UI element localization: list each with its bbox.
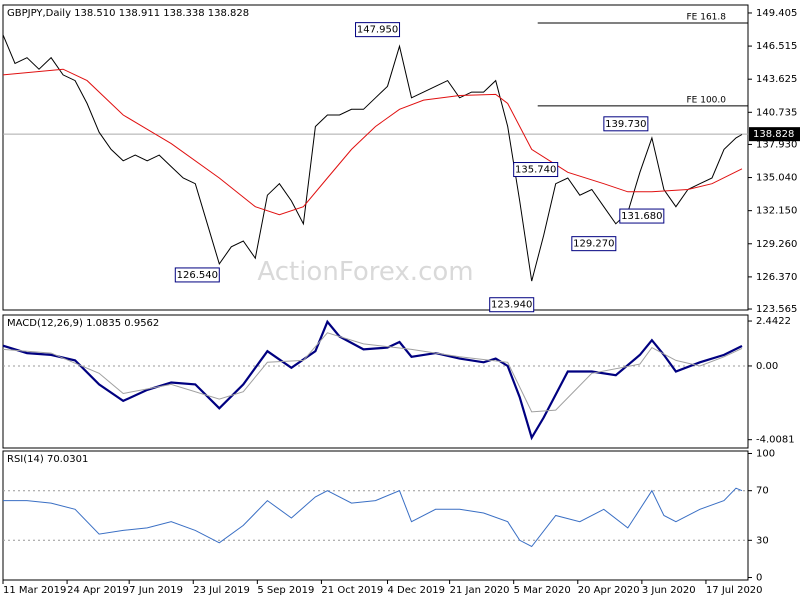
- series-line: [3, 487, 743, 548]
- y-tick-label: 132.150: [756, 206, 797, 217]
- x-tick-label: 5 Mar 2020: [514, 585, 571, 596]
- y-tick-label: 137.930: [756, 139, 797, 150]
- price-annotation: 129.270: [573, 239, 614, 250]
- price-annotation-box: [571, 236, 617, 252]
- y-tick-label: 123.565: [756, 304, 797, 315]
- price-annotation: 123.940: [491, 300, 532, 311]
- current-price-tag: [749, 127, 800, 142]
- y-tick-label: 100: [756, 448, 775, 459]
- y-tick-label: 146.515: [756, 41, 797, 52]
- y-tick-label: 149.405: [756, 8, 797, 19]
- price-annotation-box: [513, 162, 559, 178]
- y-tick-label: 129.260: [756, 239, 797, 250]
- price-annotation: 147.950: [357, 25, 398, 36]
- x-tick-label: 11 Mar 2019: [3, 585, 66, 596]
- x-tick-label: 5 Sep 2019: [257, 585, 314, 596]
- y-tick-label: 30: [756, 535, 769, 546]
- y-tick-label: 0.00: [756, 361, 778, 372]
- y-tick-label: 70: [756, 486, 769, 497]
- y-tick-label: -4.0081: [756, 435, 795, 446]
- panel-border: [2, 314, 749, 449]
- watermark: ActionForex.com: [257, 257, 473, 287]
- series-line: [2, 332, 743, 413]
- current-price-label: 138.828: [753, 129, 794, 140]
- x-tick-label: 4 Dec 2019: [388, 585, 446, 596]
- x-tick-label: 17 Jul 2020: [706, 585, 763, 596]
- price-annotation: 135.740: [515, 165, 556, 176]
- price-annotation: 131.680: [621, 211, 662, 222]
- price-annotation-box: [489, 297, 535, 313]
- series-line: [2, 319, 743, 441]
- price-annotation: 126.540: [177, 270, 218, 281]
- x-tick-label: 24 Apr 2019: [67, 585, 129, 596]
- x-tick-label: 21 Oct 2019: [321, 585, 383, 596]
- y-tick-label: 126.370: [756, 272, 797, 283]
- panel-border: [2, 450, 749, 581]
- x-tick-label: 20 Apr 2020: [578, 585, 640, 596]
- x-tick-label: 23 Jul 2019: [193, 585, 250, 596]
- series-line: [2, 68, 743, 216]
- panel-border: [2, 4, 749, 311]
- x-tick-label: 7 Jun 2019: [129, 585, 183, 596]
- price-annotation-box: [619, 208, 665, 224]
- fe-label: FE 161.8: [687, 12, 727, 22]
- y-tick-label: 135.040: [756, 173, 797, 184]
- y-tick-label: 0: [756, 573, 762, 584]
- panel-title: GBPJPY,Daily 138.510 138.911 138.338 138…: [7, 8, 249, 19]
- price-annotation-box: [355, 22, 401, 38]
- price-annotation-box: [603, 116, 649, 132]
- series-line: [2, 34, 743, 282]
- y-tick-label: 140.735: [756, 107, 797, 118]
- panel-title: RSI(14) 70.0301: [7, 454, 88, 465]
- x-tick-label: 3 Jun 2020: [642, 585, 696, 596]
- panel-title: MACD(12,26,9) 1.0835 0.9562: [7, 318, 159, 329]
- x-tick-label: 21 Jan 2020: [450, 585, 510, 596]
- fe-label: FE 100.0: [687, 95, 727, 105]
- price-annotation: 139.730: [605, 119, 646, 130]
- price-annotation-box: [174, 267, 220, 283]
- y-tick-label: 2.4422: [756, 316, 791, 327]
- y-tick-label: 143.625: [756, 74, 797, 85]
